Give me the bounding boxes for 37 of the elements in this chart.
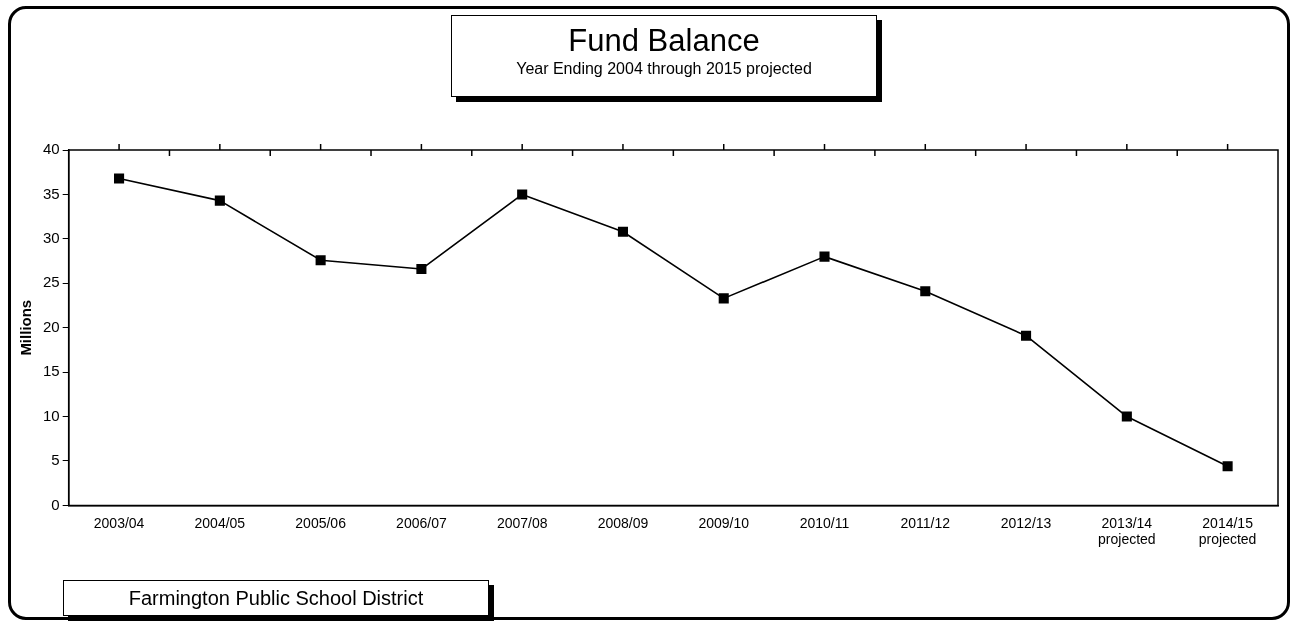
chart-title: Fund Balance [567,23,761,59]
point [617,226,628,237]
y-tick-label: 25 [43,273,60,291]
point [920,286,931,297]
point [114,173,125,184]
point [315,255,326,266]
x-tick-label: 2009/10 [698,514,750,531]
x-tick-label: 2003/04 [93,514,145,531]
y-tick-label: 30 [43,228,60,246]
x-tick-label: 2005/06 [295,514,347,531]
x-tick-label: 2011/12 [900,514,951,531]
chart-subtitle: Year Ending 2004 through 2015 projected [515,59,813,79]
point [718,293,729,304]
y-tick-label: 5 [51,451,60,469]
x-tick-label: 2007/08 [496,514,548,531]
text: Farmington Public School District [63,580,489,616]
x-tick-label: 2004/05 [194,514,246,531]
x-tick-label: 2013/14 projected [1098,514,1156,548]
point [1121,411,1132,422]
x-tick-label: 2014/15 projected [1198,514,1257,548]
point [416,264,427,275]
y-axis-title: Millions [17,299,35,356]
point [1021,330,1032,341]
x-tick-label: 2012/13 [1000,514,1052,531]
x-tick-label: 2008/09 [597,514,649,531]
y-tick-label: 10 [43,406,60,424]
y-tick-label: 40 [43,140,60,158]
point [1222,461,1233,472]
x-tick-label: 2010/11 [799,514,850,531]
y-tick-label: 0 [51,495,60,513]
x-tick-label: 2006/07 [396,514,447,531]
y-tick-label: 35 [43,184,60,202]
point [517,189,528,200]
y-tick-label: 15 [43,362,60,380]
point [819,251,830,262]
y-tick-label: 20 [43,317,60,335]
point [214,195,225,206]
